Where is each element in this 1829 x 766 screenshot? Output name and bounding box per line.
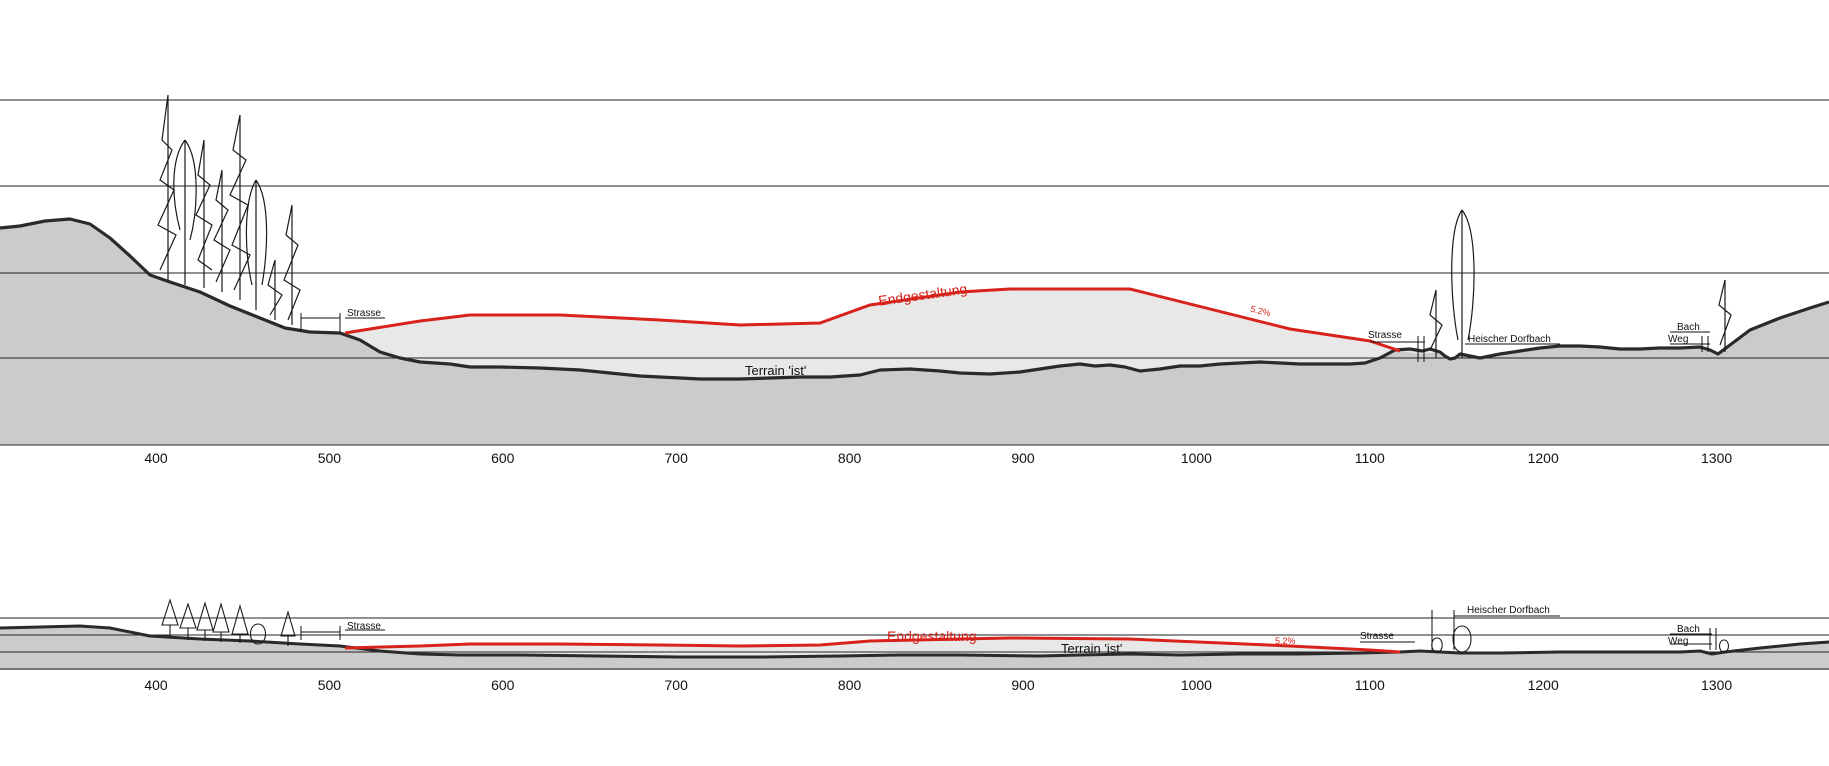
bottom-terrain-label: Terrain 'ist' [1061, 641, 1122, 656]
top-section: Endgestaltung Terrain 'ist' 5.2% Strasse… [0, 94, 1829, 446]
bottom-strasse-right-label: Strasse [1360, 631, 1394, 642]
top-tree-group-left [157, 94, 301, 325]
top-axis-tick-label: 1200 [1528, 450, 1559, 466]
top-tree-group-right [1429, 209, 1732, 358]
top-axis-tick-label: 900 [1011, 450, 1035, 466]
tree-icon [1431, 637, 1443, 653]
bottom-dorfbach-label: Heischer Dorfbach [1467, 605, 1550, 616]
top-axis-tick-label: 600 [491, 450, 515, 466]
top-fill-area [345, 289, 1440, 379]
bottom-axis-tick-label: 600 [491, 677, 515, 693]
top-strasse-right-label: Strasse [1368, 330, 1402, 341]
tree-icon [283, 204, 301, 325]
tree-icon [280, 610, 296, 646]
top-strasse-left-label: Strasse [347, 308, 381, 319]
bottom-strasse-left-label: Strasse [347, 621, 381, 632]
tree-icon [1718, 639, 1730, 653]
bottom-axis-tick-label: 1300 [1701, 677, 1732, 693]
tree-icon [1429, 289, 1443, 358]
bottom-section: Endgestaltung Terrain 'ist' 5.2% Strasse… [0, 598, 1829, 670]
top-axis-tick-label: 800 [838, 450, 862, 466]
bottom-bach-label: Bach [1677, 624, 1700, 635]
top-dimension-marks [300, 313, 1710, 362]
tree-icon [229, 114, 251, 300]
top-endgestaltung-line [344, 287, 1401, 353]
tree-icon [157, 94, 177, 280]
top-axis-tick-label: 1100 [1355, 450, 1385, 466]
top-axis-tick-label: 700 [665, 450, 689, 466]
tree-icon [196, 601, 214, 641]
top-dorfbach-label: Heischer Dorfbach [1468, 334, 1551, 345]
bottom-slope-label: 5.2% [1275, 636, 1296, 646]
tree-icon [179, 602, 197, 640]
bottom-tree-group-right [1431, 625, 1730, 653]
tree-icon [1452, 625, 1472, 653]
top-axis-tick-label: 400 [144, 450, 168, 466]
tree-icon [1718, 279, 1732, 352]
bottom-terrain-line [0, 624, 1829, 659]
tree-icon [173, 139, 197, 285]
top-axis-tick-label: 500 [318, 450, 342, 466]
bottom-tree-group-left [161, 598, 296, 646]
top-weg-label: Weg [1668, 334, 1688, 345]
bottom-weg-label: Weg [1668, 636, 1688, 647]
bottom-terrain-fill [0, 626, 1829, 670]
bottom-endgestaltung-label: Endgestaltung [887, 628, 977, 644]
bottom-axis-tick-label: 1000 [1181, 677, 1212, 693]
top-terrain-label: Terrain 'ist' [745, 363, 806, 378]
bottom-axis-tick-label: 800 [838, 677, 862, 693]
bottom-axis-tick-label: 1200 [1528, 677, 1559, 693]
top-axis-labels: 400 500 600 700 800 900 1000 1100 1200 1300 [144, 450, 1732, 466]
top-terrain-line [0, 217, 1829, 381]
tree-icon [161, 598, 179, 638]
bottom-axis-labels: 400 500 600 700 800 900 1000 1100 1200 1300 [144, 677, 1732, 693]
bottom-axis-tick-label: 700 [665, 677, 689, 693]
top-slope-label: 5.2% [1249, 304, 1271, 319]
bottom-axis-tick-label: 900 [1011, 677, 1035, 693]
bottom-axis-tick-label: 1100 [1355, 677, 1385, 693]
tree-icon [245, 179, 268, 310]
bottom-axis-tick-label: 400 [144, 677, 168, 693]
top-bach-label: Bach [1677, 322, 1700, 333]
bottom-endgestaltung-line [344, 636, 1401, 654]
top-axis-tick-label: 1300 [1701, 450, 1732, 466]
bottom-axis-tick-label: 500 [318, 677, 342, 693]
bottom-dimension-marks [300, 610, 1717, 650]
top-axis-tick-label: 1000 [1181, 450, 1212, 466]
tree-icon [213, 169, 231, 292]
tree-icon [195, 139, 213, 288]
tree-icon [267, 259, 283, 320]
tree-icon [249, 623, 267, 645]
tree-icon [212, 601, 230, 642]
tree-icon [1451, 209, 1475, 358]
top-terrain-fill [0, 219, 1829, 445]
tree-icon [231, 603, 249, 643]
